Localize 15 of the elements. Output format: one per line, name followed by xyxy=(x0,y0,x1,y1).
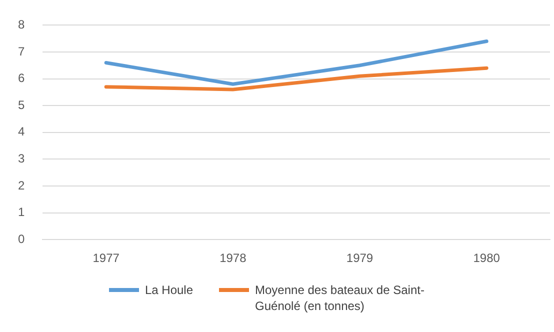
y-tick-label: 4 xyxy=(18,124,25,139)
x-tick-label: 1978 xyxy=(220,251,247,266)
y-tick-label: 5 xyxy=(18,98,25,112)
legend-label: La Houle xyxy=(144,282,194,298)
x-tick-label: 1979 xyxy=(346,251,374,266)
x-tick-label: 1977 xyxy=(92,251,120,266)
y-tick-label: 7 xyxy=(18,44,25,58)
x-tick-label: 1980 xyxy=(473,251,500,266)
y-tick-label: 3 xyxy=(18,152,25,166)
y-tick-label: 8 xyxy=(18,18,25,32)
y-tick-label: 1 xyxy=(18,205,25,220)
y-tick-label: 0 xyxy=(18,232,25,246)
legend-label: Moyenne des bateaux de Saint-Guénolé (en tonnes) xyxy=(255,282,426,314)
y-tick-label: 6 xyxy=(18,71,25,86)
y-tick-label: 2 xyxy=(18,178,25,192)
